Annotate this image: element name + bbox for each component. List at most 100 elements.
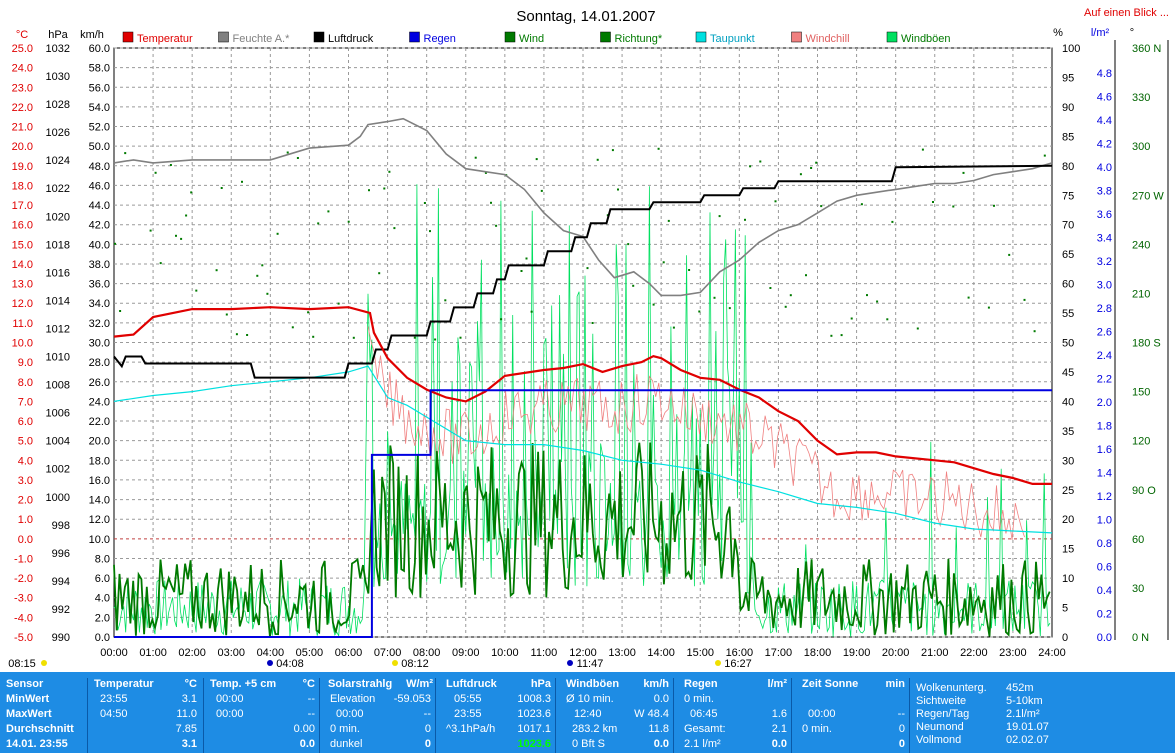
x-tick-label: 05:00 [296,647,324,659]
direction-point [993,204,995,207]
panel-sun-r3b: 0 [898,723,905,735]
direction-point [317,222,320,225]
x-tick-label: 03:00 [217,647,245,659]
direction-point [530,310,533,313]
direction-point [490,201,492,204]
direction-point [444,299,447,302]
panel-rain-col: Regen l/m² 0 min. 06:45 1.6 Gesamt: 2.1 2.1… [680,678,792,753]
panel-solar-r3b: 0 [424,723,431,735]
direction-point [190,191,193,194]
wind-tick-label: 34.0 [89,298,110,310]
rain-tick-label: 0.2 [1097,609,1112,621]
wind-tick-label: 2.0 [95,612,110,624]
panel-gusts-r2a: 12:40 [574,708,602,720]
direction-point [799,173,802,176]
x-tick-label: 11:00 [531,647,558,659]
direction-point [932,201,934,203]
panel-info-r2a: Sichtweite [916,695,967,707]
sun-icon [715,660,721,666]
panel-gusts-r1a: Ø 10 min. [566,693,614,705]
panel-temp5-r1a: 00:00 [216,693,244,705]
temp-unit: °C [16,29,28,41]
x-tick-label: 00:00 [100,647,128,659]
auf-einen-blick-link[interactable]: Auf einen Blick ... [1084,7,1169,19]
temp-tick-label: 21.0 [12,122,33,134]
x-tick-label: 13:00 [608,647,636,659]
rain-tick-label: 1.0 [1097,515,1112,527]
panel-info-r4b: 19.01.07 [1006,721,1049,733]
direction-point [195,289,198,292]
direction-point [876,300,879,303]
temp-tick-label: 19.0 [12,161,33,173]
wind-tick-label: 40.0 [89,239,110,251]
x-tick-label: 24:00 [1038,647,1066,659]
panel-pressure-r2a: 23:55 [454,708,482,720]
rain-tick-label: 1.2 [1097,491,1112,503]
wind-tick-label: 38.0 [89,259,110,271]
panel-minwert: MinWert [6,693,50,705]
direction-point [591,322,594,324]
legend-label: Windböen [901,33,951,45]
humidity-tick-label: 40 [1062,396,1074,408]
panel-gusts-r2b: W 48.4 [634,708,669,720]
panel-rain-r4a: 2.1 l/m² [684,738,721,750]
temp-tick-label: 6.0 [18,416,33,428]
panel-temp5-r3b: 0.00 [293,723,315,735]
temp-tick-label: 25.0 [12,43,33,55]
humidity-tick-label: 90 [1062,102,1074,114]
direction-point [952,205,955,208]
pressure-unit: hPa [48,29,68,41]
direction-point [215,269,218,272]
wind-tick-label: 48.0 [89,161,110,173]
panel-pressure-h: Luftdruck [446,678,497,690]
direction-point [774,200,777,203]
panel-current-time: 14.01. 23:55 [6,738,68,750]
panel-rain-r3a: Gesamt: [684,723,726,735]
summary-panel: Sensor MinWert MaxWert Durchschnitt 14.0… [0,672,1175,753]
direction-point [820,205,823,208]
direction-point [119,310,122,312]
direction-point [185,214,188,217]
x-tick-label: 19:00 [843,647,871,659]
panel-temp-r3b: 7.85 [175,723,197,735]
direction-point [718,215,721,218]
pressure-tick-label: 1032 [46,43,70,55]
wind-tick-label: 18.0 [89,455,110,467]
humidity-tick-label: 75 [1062,190,1074,202]
panel-pressure-r3a: ^3.1hPa/h [446,723,496,735]
direction-point [535,158,538,161]
humidity-tick-label: 60 [1062,279,1074,291]
panel-temp5-u: °C [302,678,315,690]
legend-swatch [600,31,611,43]
rain-tick-label: 4.8 [1097,68,1112,80]
panel-info-r1b: 452m [1006,682,1034,694]
chart-title: Sonntag, 14.01.2007 [516,8,655,25]
direction-point [525,257,528,260]
panel-temp5-r4b: 0.0 [299,738,315,750]
rain-tick-label: 3.8 [1097,186,1112,198]
rain-tick-label: 2.8 [1097,303,1112,315]
sun-event-label: 08:15 [8,658,36,670]
panel-temp5-r2b: -- [307,708,315,720]
wind-tick-label: 26.0 [89,377,110,389]
direction-point [967,296,970,299]
panel-gusts-r4a: 0 Bft S [572,738,606,750]
panel-solar-col: Solarstrahlg W/m² Elevation -59.053 00:00 -… [326,678,436,753]
humidity-tick-label: 20 [1062,514,1074,526]
direction-point [429,230,431,233]
rain-tick-label: 3.2 [1097,256,1112,268]
direction-point [698,310,701,313]
direction-tick-label: 330 [1132,92,1150,104]
panel-rain-r3b: 2.1 [771,723,787,735]
panel-info-r1a: Wolkenunterg. [916,682,987,694]
direction-point [886,318,889,321]
direction-point [434,338,437,341]
direction-point [327,210,330,213]
series-marks [113,117,1053,638]
panel-pressure-r1a: 05:55 [454,693,482,705]
panel-temp5-r2a: 00:00 [216,708,244,720]
panel-solar-r4a: dunkel [330,738,363,750]
wind-tick-label: 16.0 [89,475,110,487]
temp-tick-label: -3.0 [14,593,33,605]
direction-point [500,318,503,321]
